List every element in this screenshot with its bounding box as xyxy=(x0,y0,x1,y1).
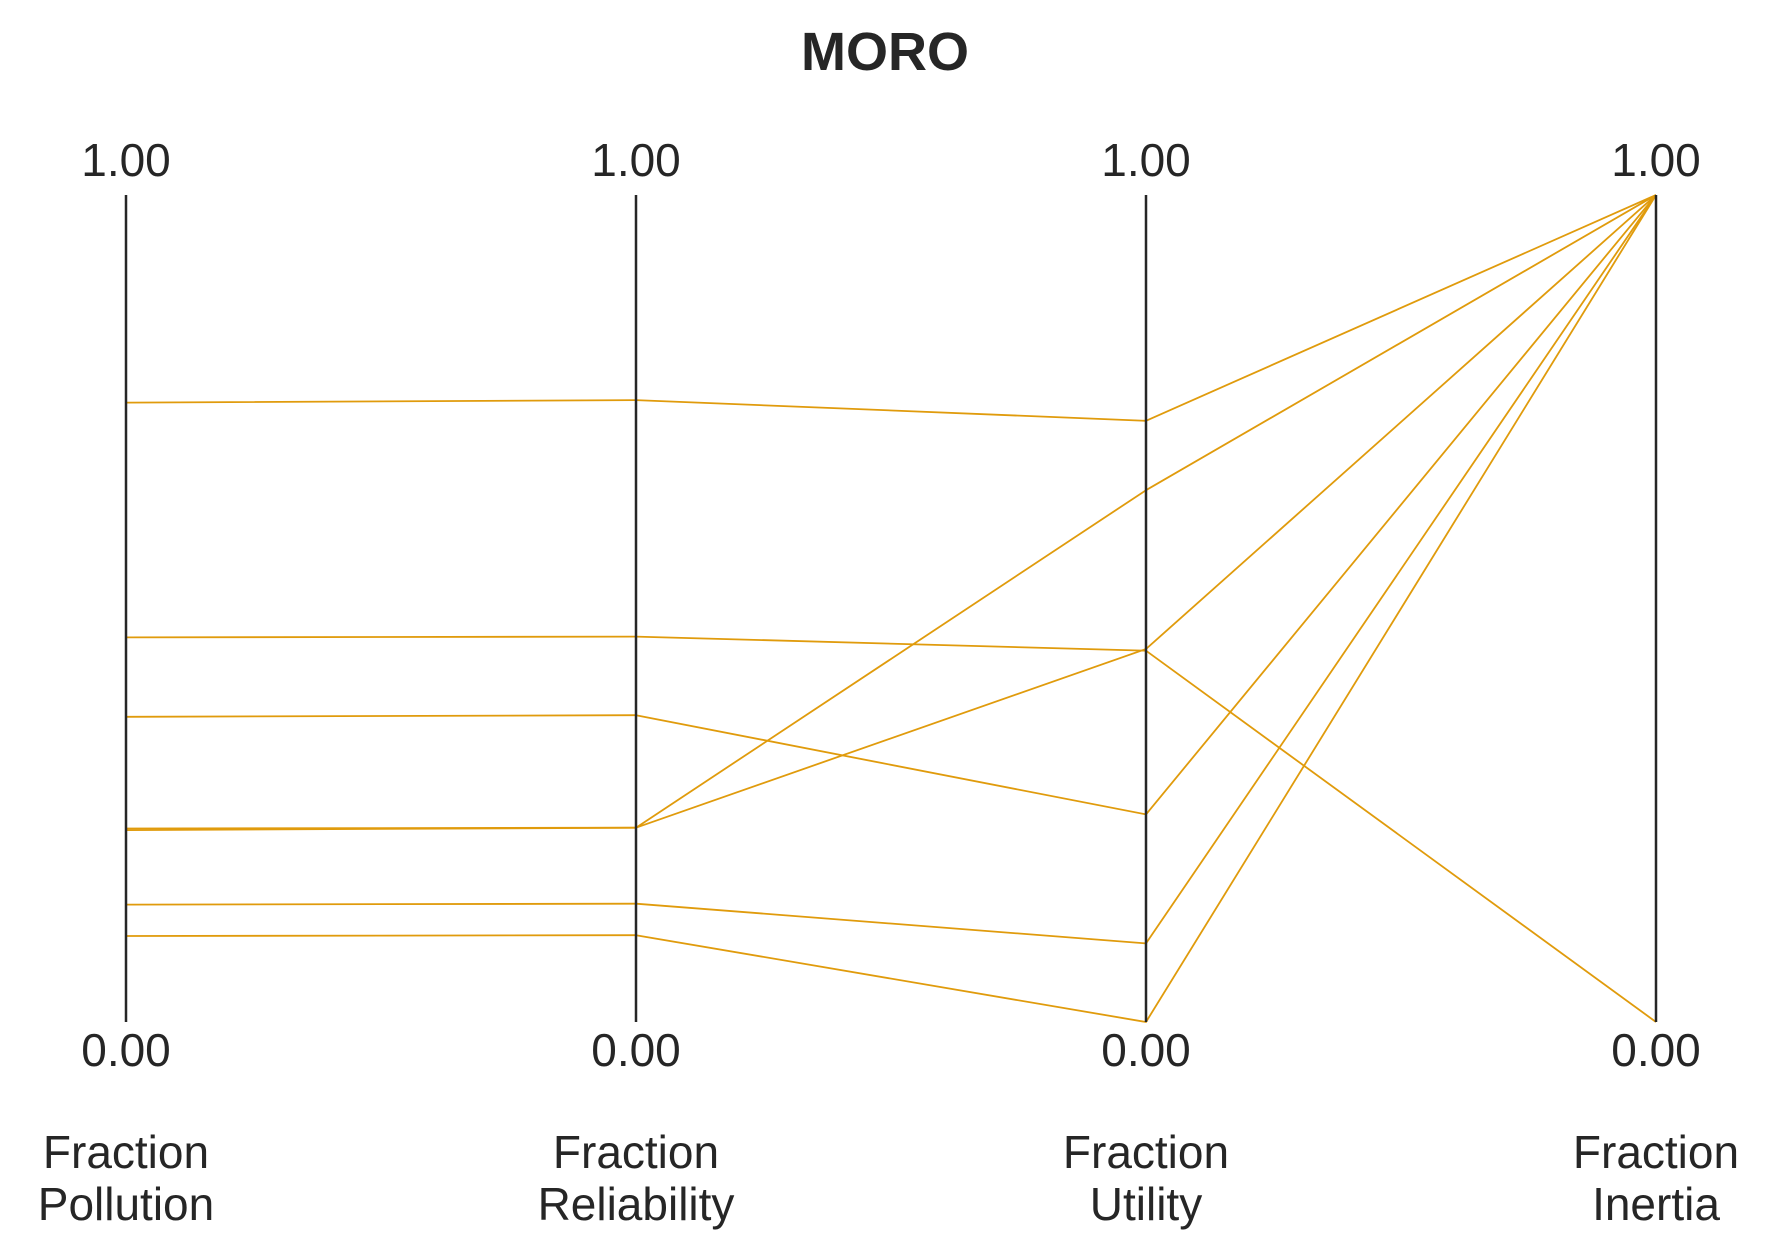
axis-max-tick-label: 1.00 xyxy=(1611,134,1701,186)
series-line-3 xyxy=(125,194,1657,816)
axis-max-tick-label: 1.00 xyxy=(1101,134,1191,186)
axis-name-label: Fraction xyxy=(43,1126,209,1178)
chart-title: MORO xyxy=(801,22,969,82)
series-line-1 xyxy=(125,194,1657,422)
series-line-7 xyxy=(125,194,1657,1023)
axes: 1.000.00FractionPollution1.000.00Fractio… xyxy=(38,134,1739,1230)
axis-min-tick-label: 0.00 xyxy=(1611,1024,1701,1076)
axis-name-label: Utility xyxy=(1090,1178,1202,1230)
series-lines xyxy=(125,194,1657,1023)
axis-name-label: Fraction xyxy=(553,1126,719,1178)
axis-min-tick-label: 0.00 xyxy=(81,1024,171,1076)
series-line-6 xyxy=(125,194,1657,945)
axis-name-label: Reliability xyxy=(538,1178,735,1230)
series-line-2 xyxy=(125,635,1657,1023)
axis-name-label: Pollution xyxy=(38,1178,214,1230)
axis-max-tick-label: 1.00 xyxy=(81,134,171,186)
series-line-4 xyxy=(125,194,1657,830)
axis-name-label: Fraction xyxy=(1063,1126,1229,1178)
series-line-5 xyxy=(125,194,1657,831)
axis-min-tick-label: 0.00 xyxy=(591,1024,681,1076)
axis-name-label: Fraction xyxy=(1573,1126,1739,1178)
axis-max-tick-label: 1.00 xyxy=(591,134,681,186)
axis-min-tick-label: 0.00 xyxy=(1101,1024,1191,1076)
axis-name-label: Inertia xyxy=(1592,1178,1720,1230)
